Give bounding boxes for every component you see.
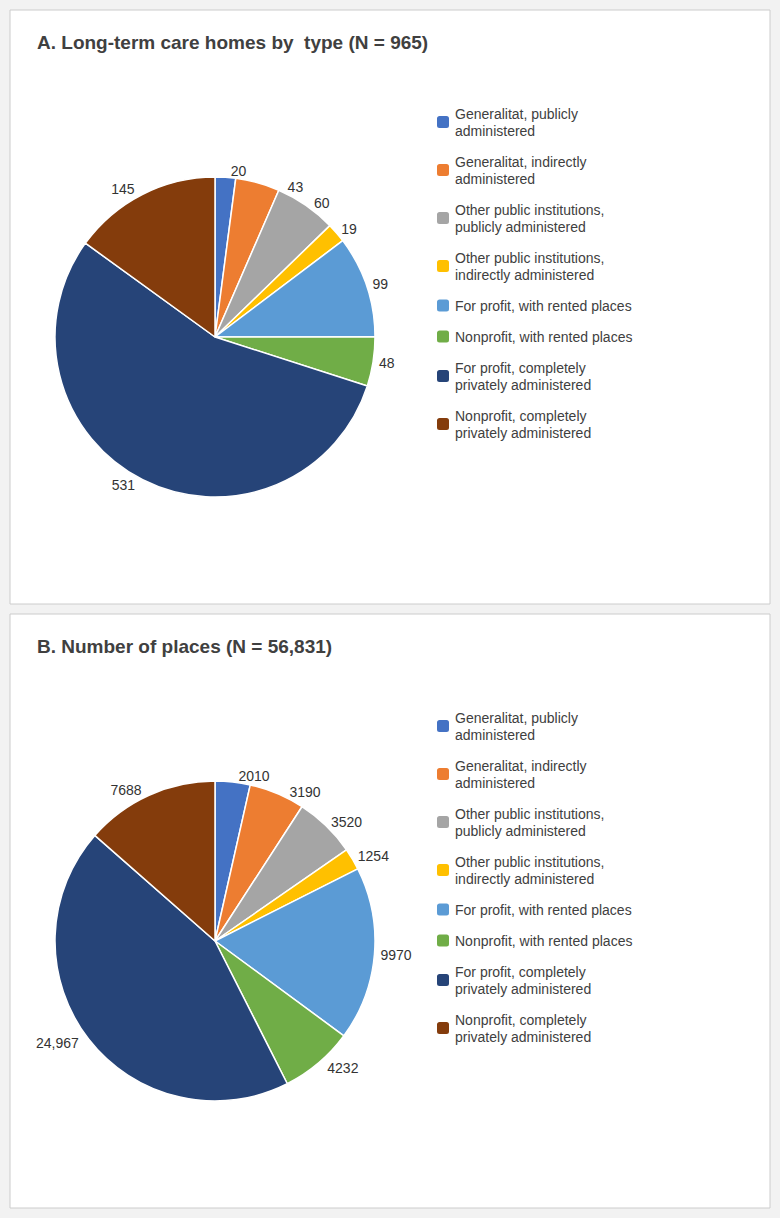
svg-text:Nonprofit, completely: Nonprofit, completely xyxy=(455,408,587,424)
svg-text:privately administered: privately administered xyxy=(455,981,591,997)
svg-text:3190: 3190 xyxy=(289,784,320,800)
svg-text:privately administered: privately administered xyxy=(455,377,591,393)
svg-text:9970: 9970 xyxy=(380,947,411,963)
svg-text:indirectly administered: indirectly administered xyxy=(455,871,594,887)
svg-text:For profit, completely: For profit, completely xyxy=(455,360,586,376)
svg-text:24,967: 24,967 xyxy=(36,1035,79,1051)
svg-text:Nonprofit, completely: Nonprofit, completely xyxy=(455,1012,587,1028)
svg-text:531: 531 xyxy=(112,477,136,493)
svg-text:administered: administered xyxy=(455,171,535,187)
svg-text:Other public institutions,: Other public institutions, xyxy=(455,250,604,266)
svg-text:Other public institutions,: Other public institutions, xyxy=(455,854,604,870)
svg-text:20: 20 xyxy=(231,163,247,179)
svg-text:1254: 1254 xyxy=(358,848,389,864)
svg-text:Other public institutions,: Other public institutions, xyxy=(455,806,604,822)
svg-text:4232: 4232 xyxy=(327,1060,358,1076)
svg-text:Other public institutions,: Other public institutions, xyxy=(455,202,604,218)
svg-text:administered: administered xyxy=(455,727,535,743)
svg-text:For profit, with rented places: For profit, with rented places xyxy=(455,298,632,314)
svg-text:Generalitat, publicly: Generalitat, publicly xyxy=(455,106,578,122)
svg-text:3520: 3520 xyxy=(331,814,362,830)
svg-text:Nonprofit, with rented places: Nonprofit, with rented places xyxy=(455,933,632,949)
svg-text:privately administered: privately administered xyxy=(455,1029,591,1045)
svg-text:145: 145 xyxy=(111,181,135,197)
svg-text:43: 43 xyxy=(288,179,304,195)
svg-text:19: 19 xyxy=(341,221,357,237)
svg-text:Generalitat, indirectly: Generalitat, indirectly xyxy=(455,154,587,170)
svg-text:administered: administered xyxy=(455,775,535,791)
svg-text:privately administered: privately administered xyxy=(455,425,591,441)
svg-text:Nonprofit, with rented places: Nonprofit, with rented places xyxy=(455,329,632,345)
svg-text:48: 48 xyxy=(379,355,395,371)
svg-text:indirectly administered: indirectly administered xyxy=(455,267,594,283)
svg-text:publicly administered: publicly administered xyxy=(455,823,586,839)
svg-text:2010: 2010 xyxy=(238,768,269,784)
svg-text:A. Long-term care homes by ty: A. Long-term care homes by type (N = 965… xyxy=(37,32,428,53)
svg-text:60: 60 xyxy=(314,195,330,211)
svg-text:7688: 7688 xyxy=(110,782,141,798)
svg-text:Generalitat, publicly: Generalitat, publicly xyxy=(455,710,578,726)
svg-text:Generalitat, indirectly: Generalitat, indirectly xyxy=(455,758,587,774)
svg-text:administered: administered xyxy=(455,123,535,139)
svg-text:B. Number of places (N = 56,83: B. Number of places (N = 56,831) xyxy=(37,636,332,657)
svg-text:For profit, completely: For profit, completely xyxy=(455,964,586,980)
svg-text:publicly administered: publicly administered xyxy=(455,219,586,235)
svg-text:For profit, with rented places: For profit, with rented places xyxy=(455,902,632,918)
svg-text:99: 99 xyxy=(372,276,388,292)
